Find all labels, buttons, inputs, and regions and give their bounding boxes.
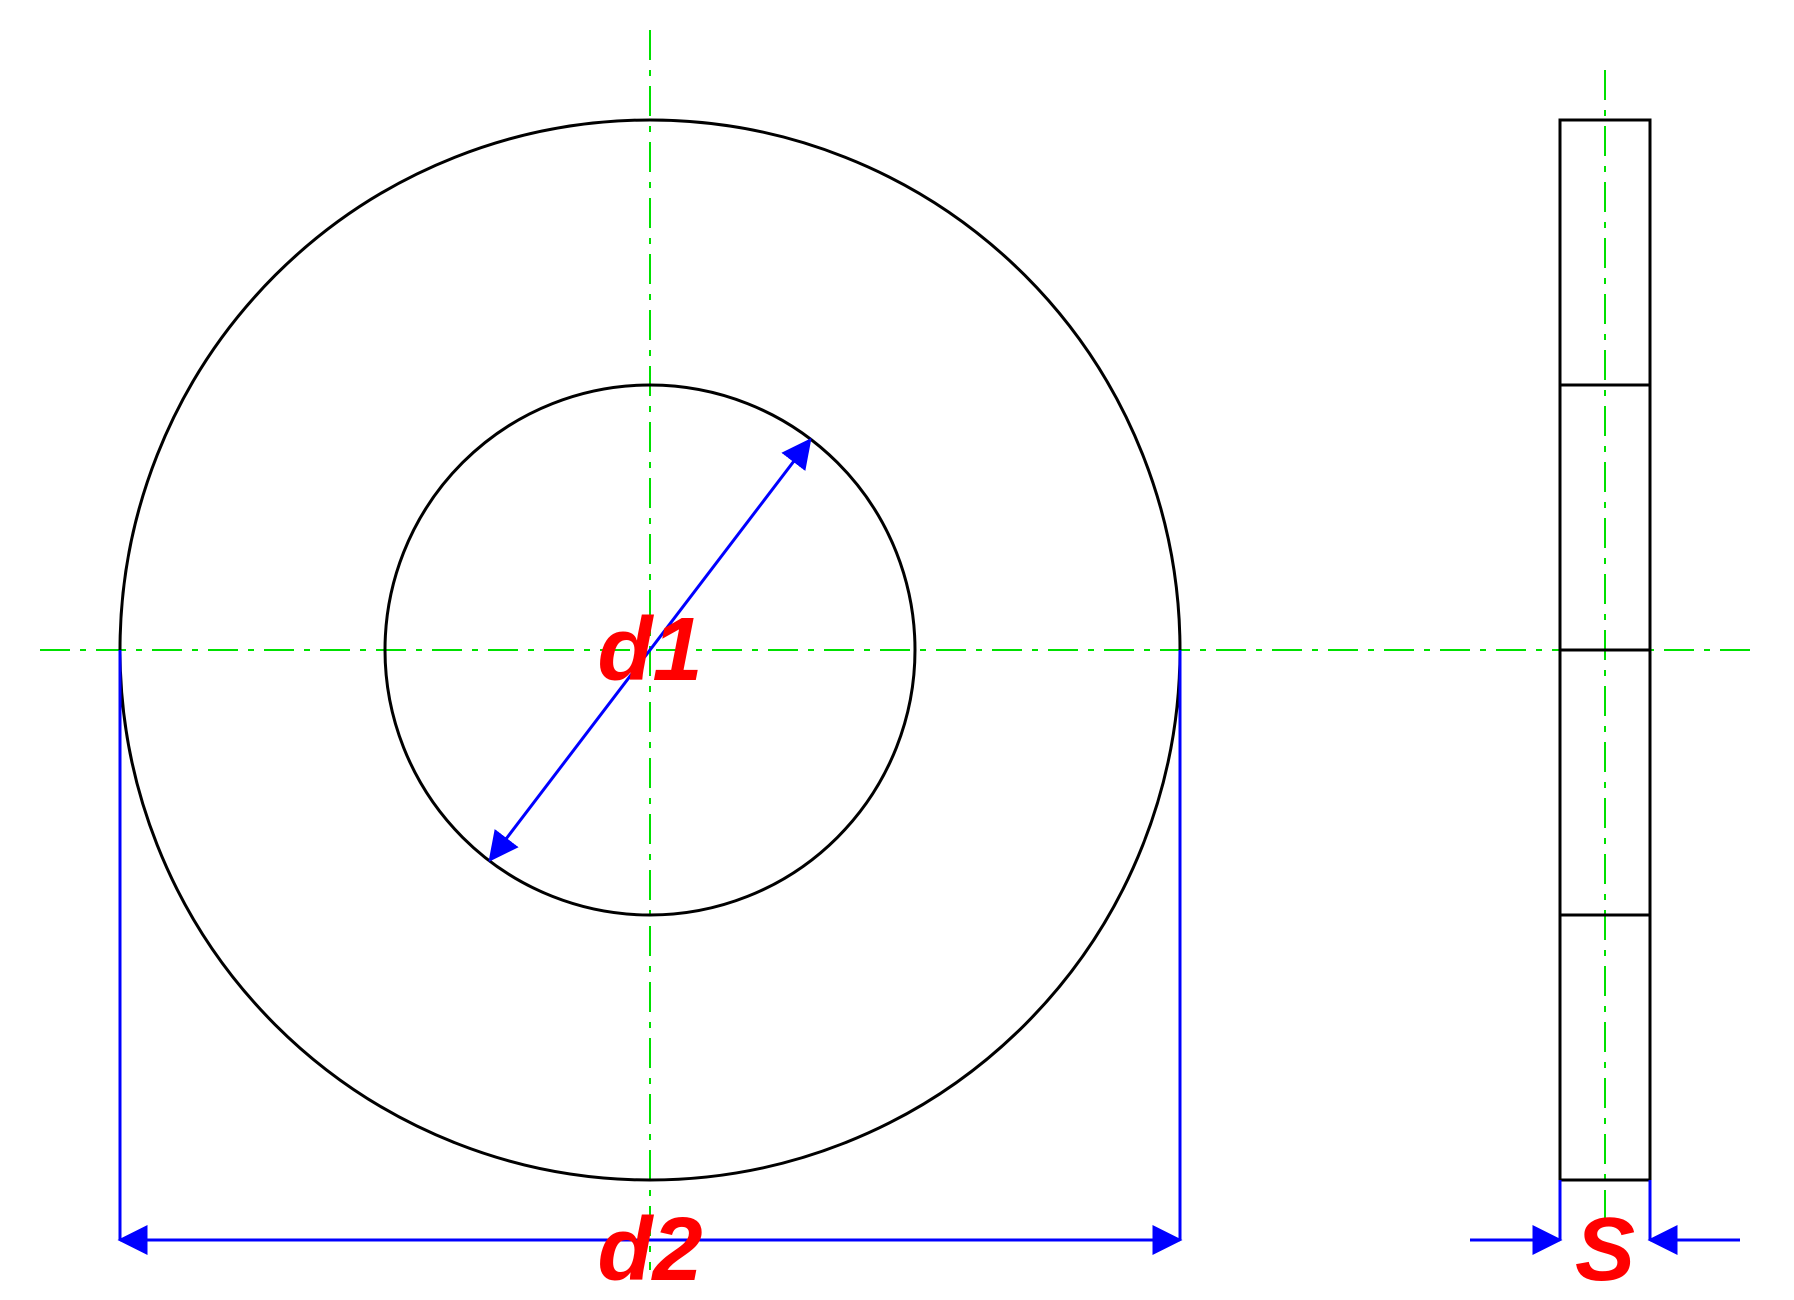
label-d2: d2 [597, 1200, 702, 1300]
label-s: S [1575, 1200, 1635, 1300]
label-d1: d1 [597, 600, 702, 700]
washer-technical-drawing: d1 d2 S [0, 0, 1794, 1300]
